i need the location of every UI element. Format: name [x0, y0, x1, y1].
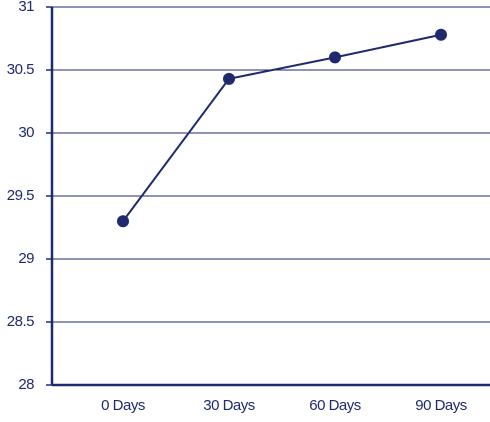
- y-tick-label: 28: [18, 376, 34, 393]
- x-tick-label: 90 Days: [415, 397, 467, 414]
- data-line: [122, 33, 442, 222]
- y-tick-label: 31: [18, 0, 34, 15]
- data-point: [435, 28, 447, 41]
- x-tick-label: 60 Days: [309, 397, 361, 414]
- data-point: [329, 51, 341, 64]
- data-point: [117, 215, 129, 228]
- data-point: [223, 72, 235, 85]
- y-tick-label: 29: [18, 250, 34, 267]
- x-tick-label: 0 Days: [101, 397, 145, 414]
- y-tick-label: 30: [18, 124, 34, 141]
- y-tick-label: 28.5: [7, 313, 34, 330]
- y-tick-label: 29.5: [7, 187, 34, 204]
- y-tick-label: 30.5: [7, 61, 34, 78]
- x-tick-label: 30 Days: [203, 397, 255, 414]
